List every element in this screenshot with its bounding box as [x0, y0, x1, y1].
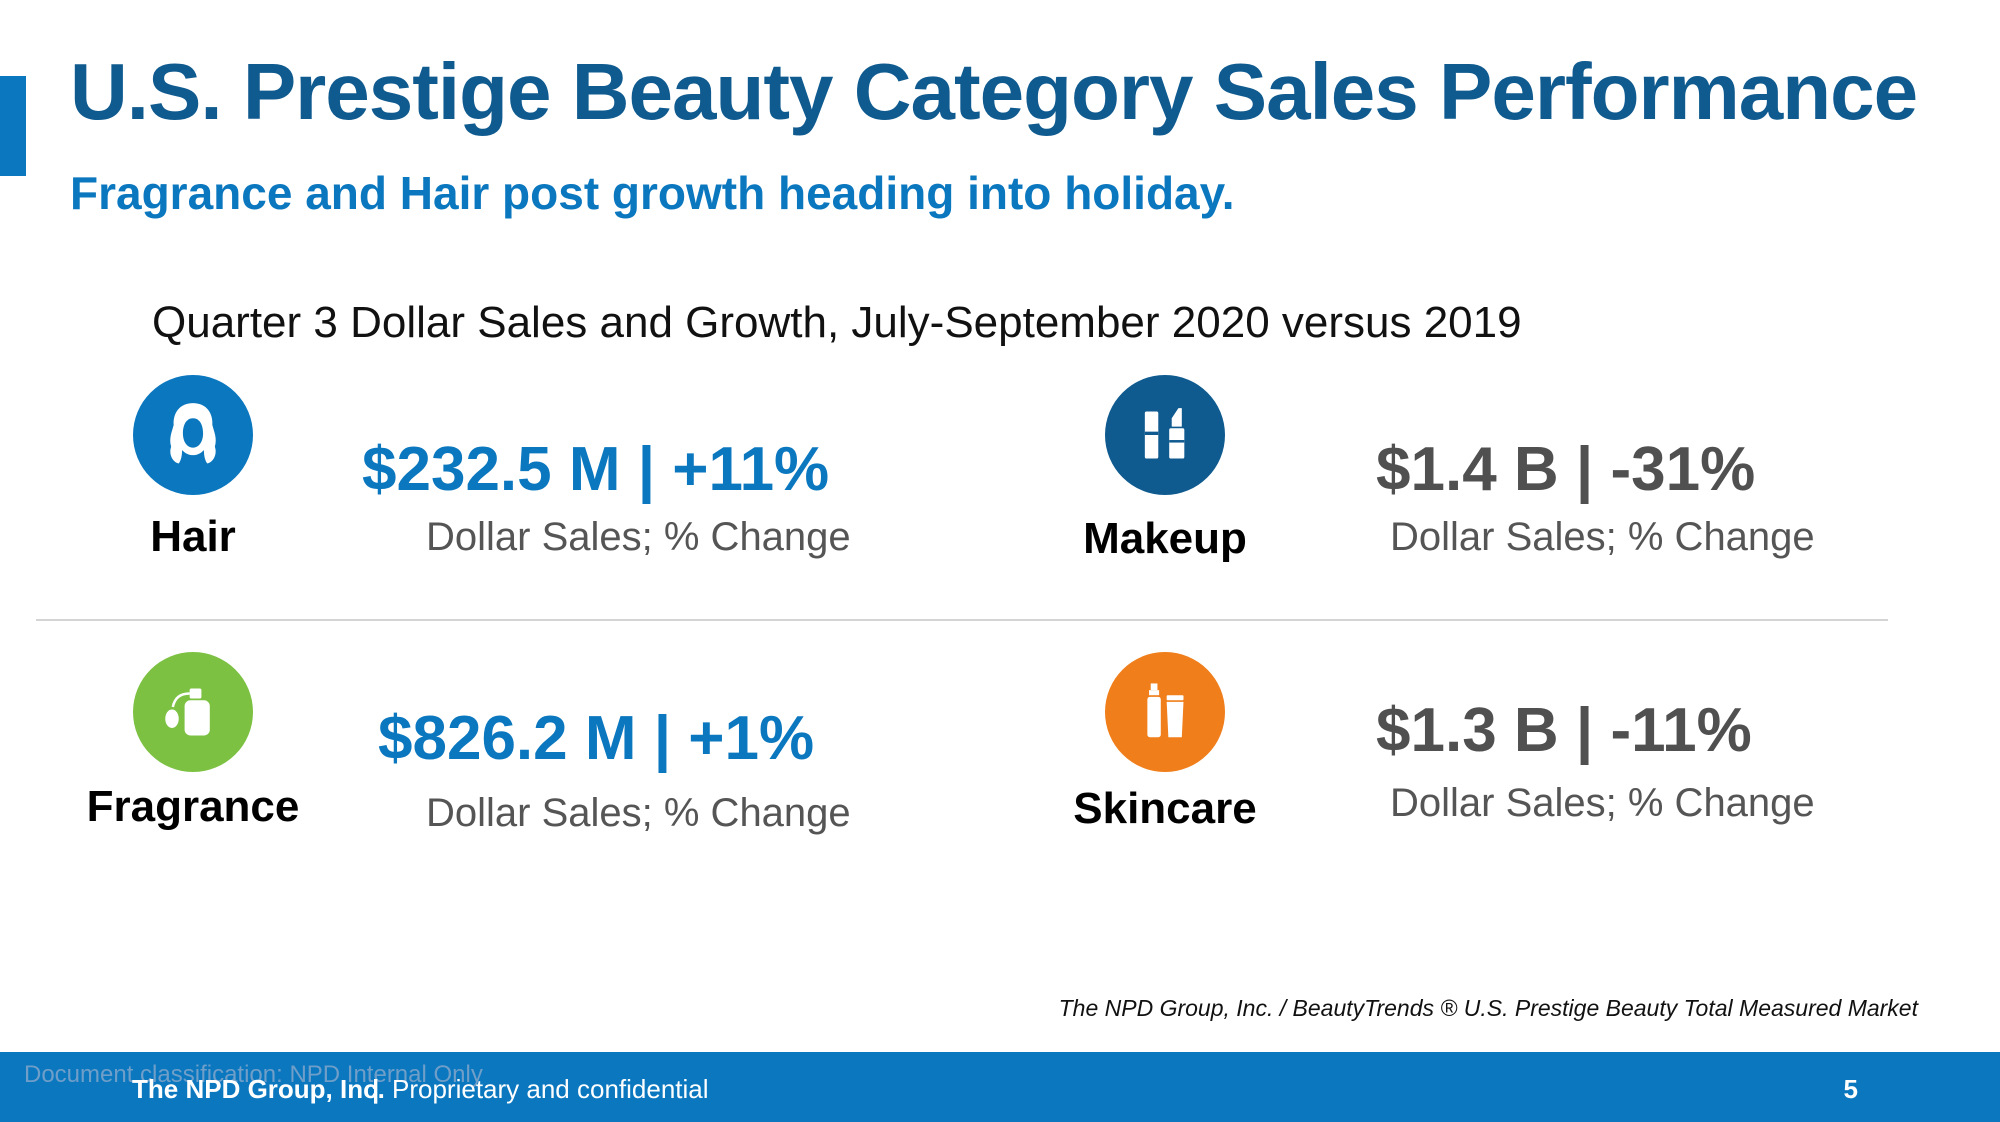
- footer-confidential: Proprietary and confidential: [392, 1074, 709, 1104]
- caption-skincare: Dollar Sales; % Change: [1390, 781, 1815, 825]
- source-note: The NPD Group, Inc. / BeautyTrends ® U.S…: [1058, 995, 1918, 1021]
- perfume-icon: [133, 652, 253, 772]
- metric-makeup: $1.4 B | -31%: [1376, 435, 1756, 504]
- skincare-bottles-icon: [1105, 652, 1225, 772]
- category-label-hair: Hair: [150, 512, 236, 561]
- metric-fragrance: $826.2 M | +1%: [378, 704, 815, 773]
- metric-skincare: $1.3 B | -11%: [1376, 696, 1752, 765]
- footer-bar: [0, 1052, 2000, 1122]
- document-classification: Document classification: NPD Internal On…: [24, 1061, 483, 1088]
- caption-hair: Dollar Sales; % Change: [426, 515, 851, 559]
- hair-icon: [133, 375, 253, 495]
- category-label-fragrance: Fragrance: [86, 782, 300, 831]
- title-accent-bar: [0, 76, 26, 176]
- section-heading: Quarter 3 Dollar Sales and Growth, July-…: [152, 298, 1522, 347]
- caption-fragrance: Dollar Sales; % Change: [426, 791, 851, 835]
- footer-company: The NPD Group, Inc.: [132, 1074, 385, 1104]
- section-divider: [36, 619, 1888, 621]
- page-subtitle: Fragrance and Hair post growth heading i…: [70, 167, 1235, 219]
- category-label-makeup: Makeup: [1083, 514, 1247, 563]
- page-title: U.S. Prestige Beauty Category Sales Perf…: [70, 47, 1918, 136]
- metric-hair: $232.5 M | +11%: [362, 435, 830, 504]
- caption-makeup: Dollar Sales; % Change: [1390, 515, 1815, 559]
- lipstick-icon: [1105, 375, 1225, 495]
- category-label-skincare: Skincare: [1073, 784, 1257, 833]
- footer-separator: |: [372, 1074, 380, 1104]
- page-number: 5: [1843, 1074, 1858, 1104]
